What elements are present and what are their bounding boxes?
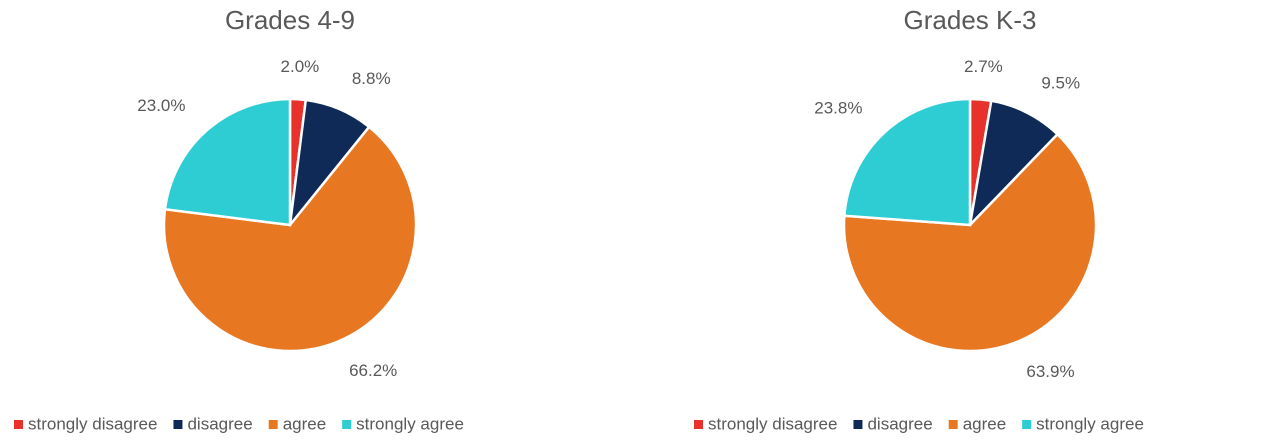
data-label: 63.9%: [1026, 362, 1074, 381]
legend-label: agree: [963, 414, 1006, 433]
pie-slice: [968, 99, 1060, 229]
data-label: 8.8%: [352, 69, 391, 88]
legend-label: strongly disagree: [28, 414, 157, 433]
pie-slice: [162, 125, 418, 353]
data-label: 23.0%: [137, 96, 185, 115]
data-label: 66.2%: [349, 361, 397, 380]
legend-label: strongly disagree: [708, 414, 837, 433]
legend-swatch: [14, 420, 23, 429]
legend-swatch: [173, 420, 183, 429]
legend-label: strongly agree: [1036, 414, 1144, 433]
chart-title: Grades 4-9: [225, 5, 355, 35]
pie-slice: [843, 97, 972, 227]
legend-swatch: [948, 420, 958, 429]
data-label: 23.8%: [814, 99, 862, 118]
legend-label: agree: [283, 414, 326, 433]
pie-slice: [842, 132, 1098, 353]
data-label: 2.7%: [964, 57, 1003, 76]
legend-swatch: [1022, 420, 1032, 429]
pie-slice: [163, 97, 292, 227]
legend-label: disagree: [867, 414, 932, 433]
legend-swatch: [694, 420, 703, 429]
legend-swatch: [342, 420, 352, 429]
legend-label: strongly agree: [356, 414, 464, 433]
data-label: 9.5%: [1041, 74, 1080, 93]
legend-label: disagree: [187, 414, 252, 433]
legend-swatch: [268, 420, 278, 429]
data-label: 2.0%: [281, 57, 320, 76]
legend-swatch: [853, 420, 863, 429]
chart-title: Grades K-3: [904, 5, 1037, 35]
